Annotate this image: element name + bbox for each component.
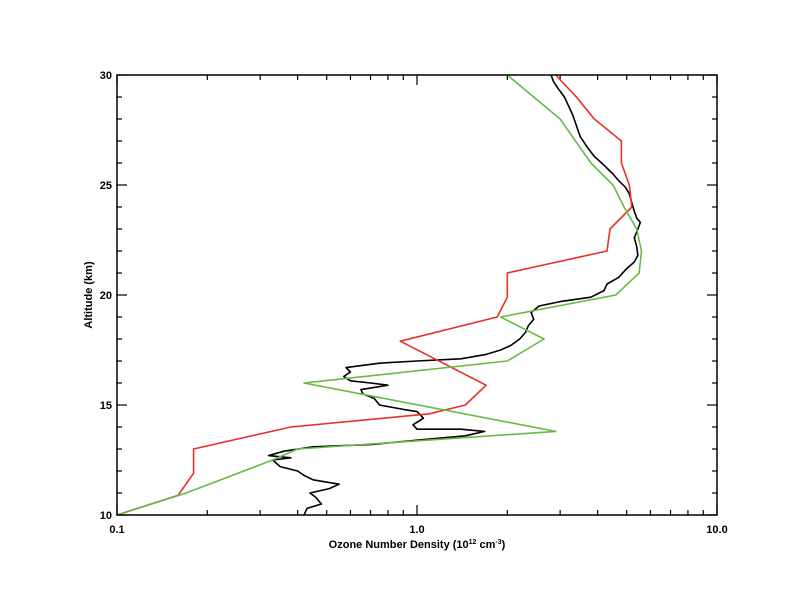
y-tick-label: 15: [100, 400, 112, 412]
series-line-2: [116, 74, 633, 516]
plot-frame: [116, 74, 718, 516]
x-axis-title-close: ): [502, 539, 506, 551]
x-axis-title-unit-exp: -3: [495, 539, 501, 546]
y-tick-label: 10: [100, 510, 112, 522]
x-tick-label: 10.0: [706, 524, 727, 536]
x-axis-title-exp: 12: [469, 539, 477, 546]
y-tick-label: 25: [100, 180, 112, 192]
x-tick-label: 0.1: [109, 524, 124, 536]
series-line-3: [116, 74, 643, 516]
ticks-layer: [116, 74, 718, 516]
series-layer: [116, 74, 643, 516]
series-line-1: [267, 74, 642, 516]
labels-layer: 0.1 1.0 10.0 10 15 20 25 30: [100, 70, 728, 536]
x-axis-title-unit: cm: [476, 539, 495, 551]
x-tick-label: 1.0: [409, 524, 424, 536]
x-axis-title: Ozone Number Density (1012 cm-3): [329, 539, 506, 551]
y-tick-label: 20: [100, 290, 112, 302]
x-axis-title-main: Ozone Number Density (10: [329, 539, 469, 551]
y-tick-label: 30: [100, 70, 112, 82]
y-axis-title: Altitude (km): [83, 261, 95, 329]
